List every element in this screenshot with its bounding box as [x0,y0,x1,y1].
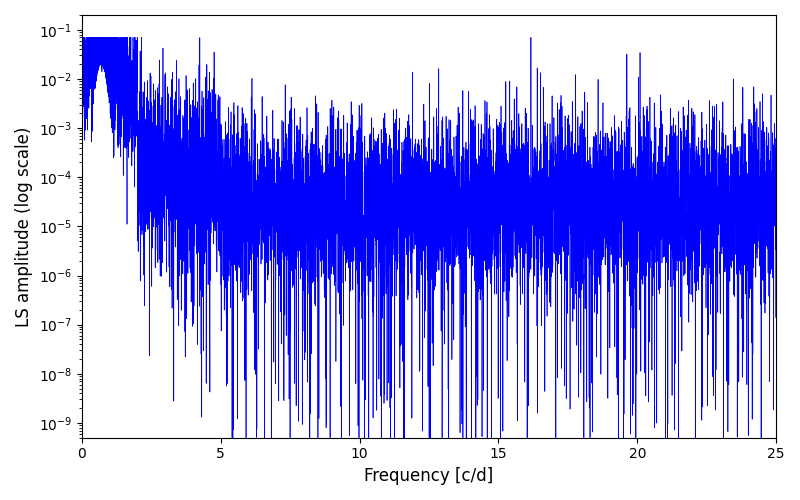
X-axis label: Frequency [c/d]: Frequency [c/d] [364,467,494,485]
Y-axis label: LS amplitude (log scale): LS amplitude (log scale) [15,126,33,326]
